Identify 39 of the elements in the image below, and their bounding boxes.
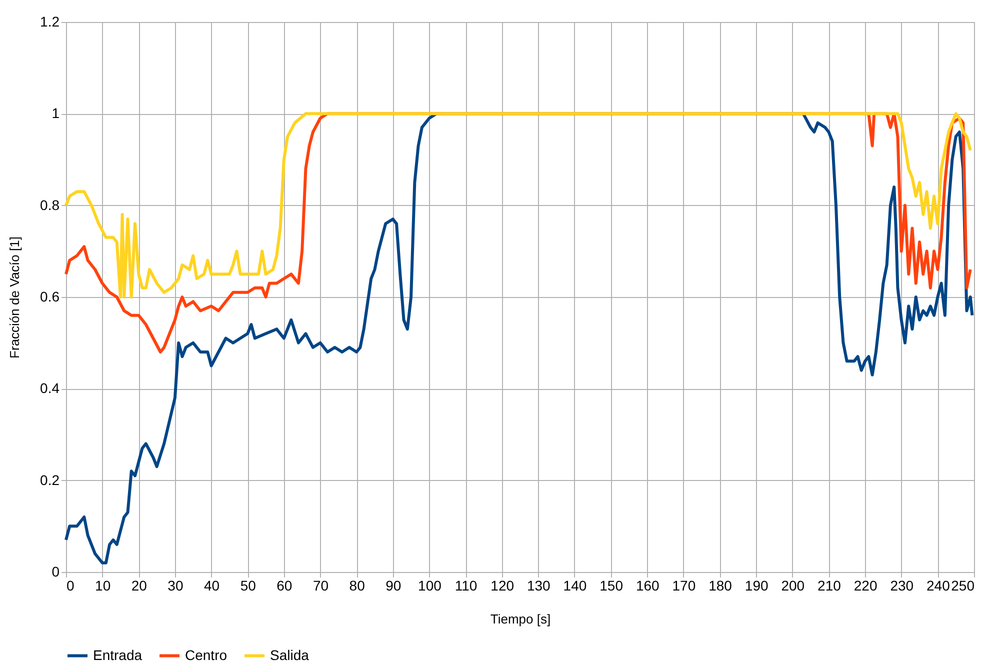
x-tick-label: 220: [854, 578, 878, 594]
x-tick-label: 60: [276, 578, 292, 594]
x-tick-label: 240: [926, 578, 950, 594]
x-tick-label: 70: [312, 578, 329, 594]
x-tick-label: 50: [240, 578, 256, 594]
x-tick-label: 170: [672, 578, 696, 594]
x-tick-label: 0: [66, 578, 74, 594]
x-tick-label: 250: [951, 578, 975, 594]
x-tick-label: 150: [600, 578, 624, 594]
x-tick-label: 110: [454, 578, 478, 594]
x-tick-label: 160: [636, 578, 660, 594]
legend-label: Centro: [185, 646, 228, 663]
legend-label: Entrada: [93, 646, 142, 663]
y-axis-title: Fracción de Vacío [1]: [7, 236, 22, 358]
x-tick-label: 30: [168, 578, 184, 594]
x-tick-label: 10: [95, 578, 111, 594]
y-tick-label: 0.4: [40, 380, 60, 396]
y-tick-label: 0.6: [40, 288, 60, 304]
x-tick-label: 120: [490, 578, 514, 594]
x-tick-label: 90: [386, 578, 402, 594]
x-tick-label: 140: [563, 578, 587, 594]
x-tick-label: 200: [781, 578, 805, 594]
x-axis-title: Tiempo [s]: [490, 612, 551, 626]
x-tick-label: 230: [890, 578, 914, 594]
x-tick-label: 40: [204, 578, 220, 594]
x-tick-label: 190: [744, 578, 768, 594]
x-tick-label: 20: [131, 578, 148, 594]
x-tick-label: 80: [349, 578, 366, 594]
x-tick-label: 130: [526, 578, 551, 594]
legend-label: Salida: [270, 646, 310, 663]
y-tick-label: 0: [52, 564, 60, 580]
x-tick-label: 100: [418, 578, 442, 594]
y-tick-label: 0.8: [40, 196, 60, 213]
x-tick-label: 180: [708, 578, 732, 594]
x-tick-label: 210: [818, 578, 842, 594]
y-tick-label: 1: [52, 105, 60, 122]
y-tick-label: 0.2: [40, 472, 60, 488]
y-tick-label: 1.2: [40, 14, 60, 30]
line-series: [64, 112, 972, 298]
